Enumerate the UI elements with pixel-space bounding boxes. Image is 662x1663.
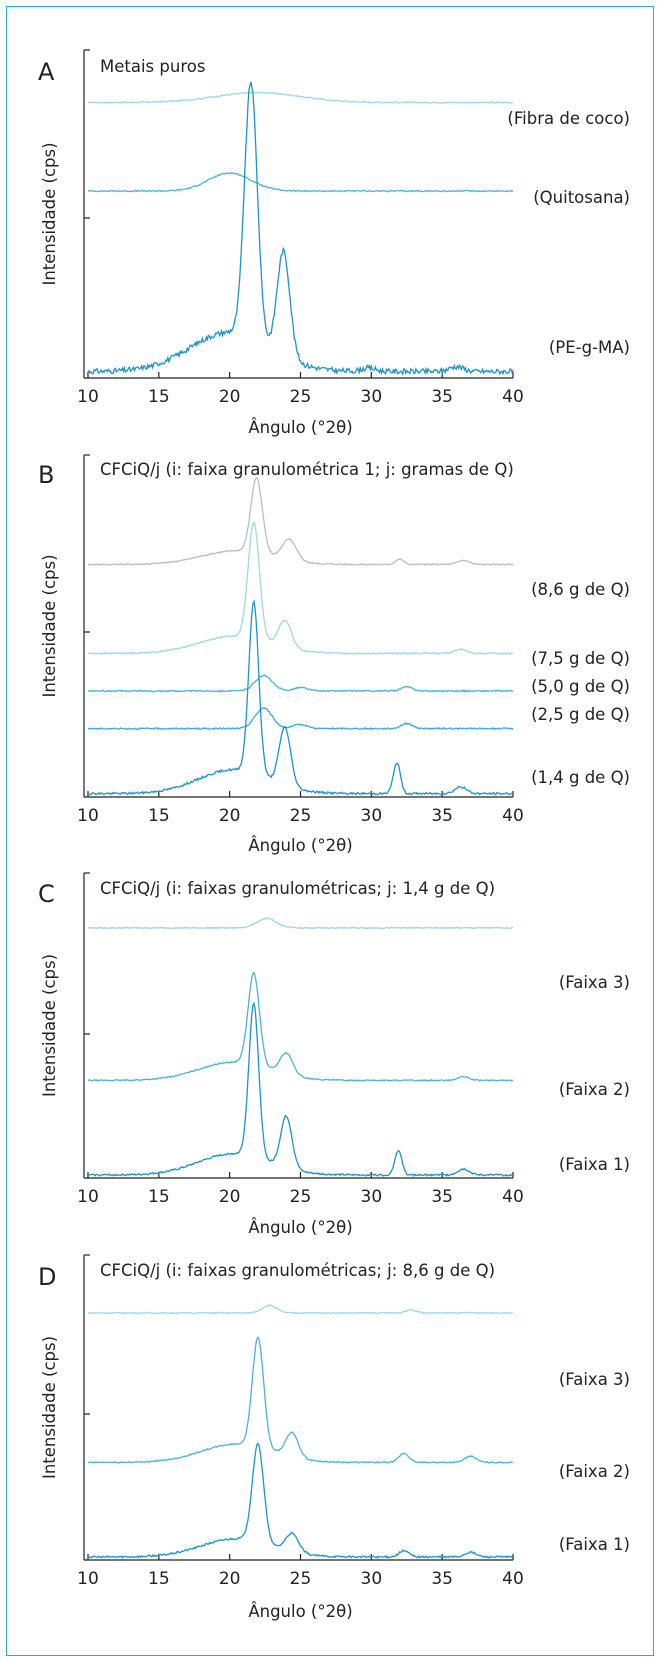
series-label: (2,5 g de Q) [531, 705, 630, 724]
series-label: (Faixa 2) [559, 1080, 630, 1099]
y-axis-label: Intensidade (cps) [40, 1336, 59, 1479]
x-tick-label: 30 [361, 1569, 383, 1589]
series-label: (PE-g-MA) [549, 338, 630, 357]
series-line [87, 971, 514, 1082]
series-line [87, 477, 514, 567]
x-tick-label: 15 [148, 387, 170, 407]
series-label: (7,5 g de Q) [531, 649, 630, 668]
series-line [87, 917, 514, 930]
x-axis-label: Ângulo (°2θ) [248, 1602, 352, 1621]
panel-b: B CFCiQ/j (i: faixa granulométrica 1; j: … [38, 454, 630, 855]
panel-letter: A [38, 58, 55, 86]
series-label: (8,6 g de Q) [531, 580, 630, 599]
x-axis-label: Ângulo (°2θ) [248, 836, 352, 855]
series-label: (Faixa 1) [559, 1155, 630, 1174]
series-line [87, 707, 514, 731]
y-axis-label: Intensidade (cps) [40, 554, 59, 697]
figure-frame [6, 6, 654, 1656]
panel-title: Metais puros [100, 57, 205, 76]
x-tick-label: 15 [148, 806, 170, 826]
x-tick-label: 40 [502, 1187, 524, 1207]
x-tick-label: 20 [219, 387, 241, 407]
x-tick-label: 35 [431, 387, 453, 407]
x-tick-label: 40 [502, 387, 524, 407]
panel-a: A Metais puros Intensidade (cps) 10 15 20 25 30… [38, 49, 630, 437]
panel-d: D CFCiQ/j (i: faixas granulométricas; j: … [38, 1254, 630, 1621]
panel-title: CFCiQ/j (i: faixas granulométricas; j: 1… [100, 879, 495, 898]
series-line [87, 1001, 514, 1178]
series-line [88, 598, 514, 796]
x-tick-label: 10 [77, 387, 99, 407]
series-label: (Faixa 3) [559, 1370, 630, 1389]
y-axis-label: Intensidade (cps) [40, 954, 59, 1097]
x-axis-label: Ângulo (°2θ) [248, 1218, 352, 1237]
series-line [87, 81, 514, 376]
x-tick-label: 25 [290, 806, 312, 826]
x-tick-label: 35 [431, 1569, 453, 1589]
x-tick-label: 35 [431, 1187, 453, 1207]
x-tick-label: 20 [219, 1187, 241, 1207]
x-tick-label: 40 [502, 806, 524, 826]
x-tick-label: 30 [361, 1187, 383, 1207]
panel-letter: D [38, 1263, 56, 1291]
panel-title: CFCiQ/j (i: faixa granulométrica 1; j: g… [100, 460, 514, 479]
series-label: (Faixa 1) [559, 1535, 630, 1554]
series-line [87, 520, 514, 655]
series-line [87, 171, 514, 193]
x-tick-label: 10 [77, 1569, 99, 1589]
panel-letter: C [38, 880, 55, 908]
x-axis-label: Ângulo (°2θ) [248, 418, 352, 437]
x-tick-label: 20 [219, 806, 241, 826]
x-tick-label: 35 [431, 806, 453, 826]
panel-title: CFCiQ/j (i: faixas granulométricas; j: 8… [100, 1261, 495, 1280]
series-label: (Quitosana) [533, 188, 630, 207]
series-label: (5,0 g de Q) [531, 677, 630, 696]
series-line [87, 674, 514, 693]
series-label: (Faixa 3) [559, 973, 630, 992]
x-tick-label: 30 [361, 806, 383, 826]
y-axis-label: Intensidade (cps) [40, 142, 59, 285]
x-tick-label: 15 [148, 1187, 170, 1207]
x-tick-label: 20 [219, 1569, 241, 1589]
series-label: (1,4 g de Q) [531, 768, 630, 787]
x-tick-label: 10 [77, 1187, 99, 1207]
panel-letter: B [38, 461, 54, 489]
x-tick-label: 30 [361, 387, 383, 407]
series-line [87, 1335, 514, 1464]
x-tick-label: 25 [290, 1569, 312, 1589]
x-tick-label: 25 [290, 1187, 312, 1207]
panel-c: C CFCiQ/j (i: faixas granulométricas; j: … [38, 872, 630, 1237]
series-line [87, 1442, 514, 1559]
x-tick-label: 25 [290, 387, 312, 407]
series-line [87, 91, 514, 105]
x-tick-label: 40 [502, 1569, 524, 1589]
series-label: (Faixa 2) [559, 1462, 630, 1481]
x-tick-label: 10 [77, 806, 99, 826]
series-label: (Fibra de coco) [507, 109, 630, 128]
series-line [88, 1304, 514, 1315]
x-tick-label: 15 [148, 1569, 170, 1589]
